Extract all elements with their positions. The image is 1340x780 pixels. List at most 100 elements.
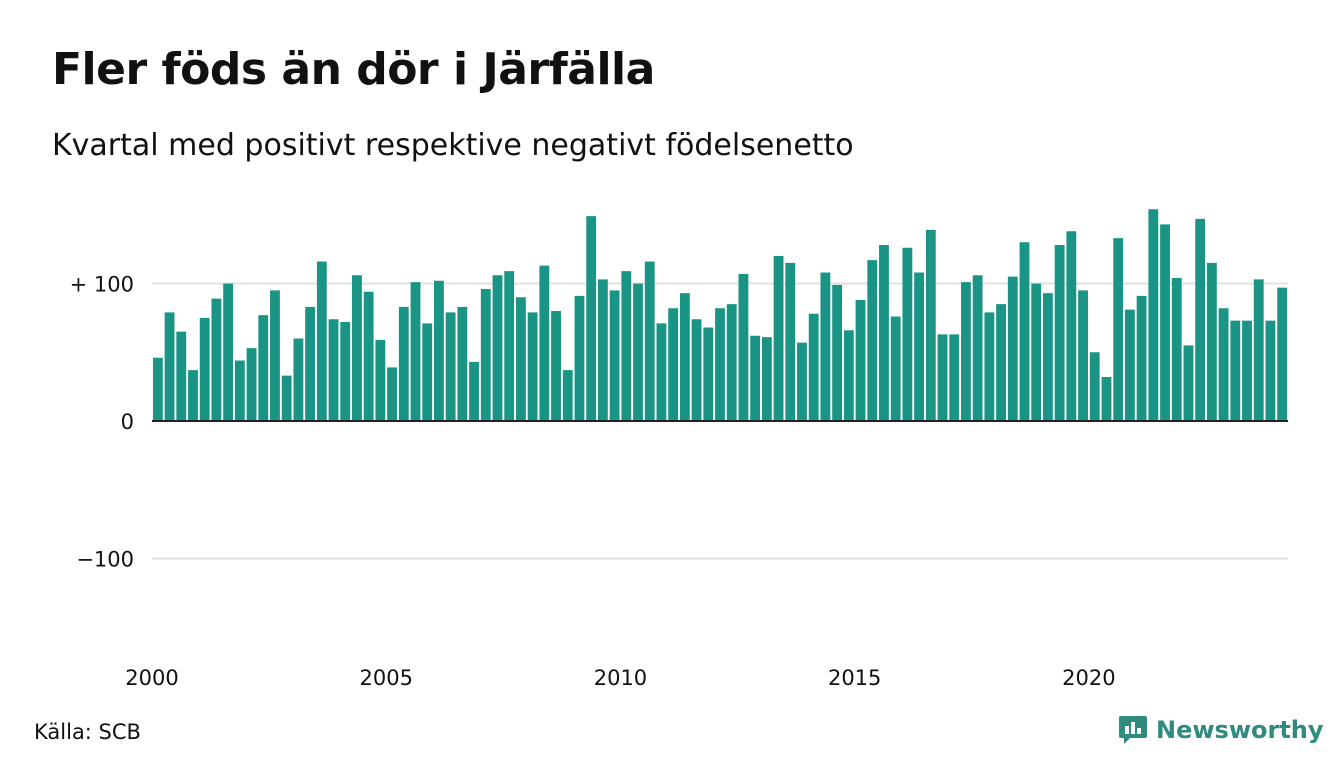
- bar: [410, 282, 421, 422]
- bar: [445, 312, 456, 422]
- bar: [574, 295, 585, 422]
- bar: [996, 304, 1006, 422]
- bar: [152, 357, 163, 421]
- bar: [527, 312, 538, 422]
- bar: [773, 256, 784, 421]
- axes: + 100 0 −100 2000 2005 2010 2015 2020: [70, 273, 1288, 690]
- bar: [1019, 242, 1030, 421]
- x-tick-label: 2015: [828, 666, 881, 690]
- bar: [633, 283, 643, 421]
- bar: [1253, 279, 1264, 422]
- bar: [504, 271, 515, 422]
- bar: [398, 306, 409, 422]
- bar: [1230, 320, 1241, 422]
- bar: [715, 308, 725, 421]
- bar: [1218, 308, 1229, 421]
- bar: [387, 367, 397, 422]
- brand-name: Newsworthy: [1156, 716, 1324, 744]
- bar: [726, 304, 737, 422]
- bar: [703, 327, 714, 421]
- bar: [1183, 345, 1194, 422]
- bar: [597, 279, 608, 422]
- bar: [1089, 352, 1100, 421]
- bar: [621, 271, 632, 422]
- bar: [656, 323, 667, 422]
- bar: [328, 319, 339, 421]
- bar: [188, 370, 198, 422]
- bar: [750, 335, 761, 421]
- bar: [679, 293, 690, 422]
- bar: [258, 315, 269, 422]
- bar: [1160, 224, 1170, 422]
- bar: [281, 375, 292, 422]
- bar: [340, 322, 351, 421]
- bar: [551, 311, 561, 421]
- bar: [492, 275, 503, 421]
- bar: [234, 360, 245, 421]
- chart-title: Fler föds än dör i Järfälla: [52, 44, 655, 95]
- bar: [1206, 262, 1217, 422]
- bar: [914, 272, 925, 421]
- bar-chart: + 100 0 −100 2000 2005 2010 2015 2020: [70, 209, 1288, 690]
- bar: [305, 306, 316, 422]
- gridlines: [152, 282, 1288, 560]
- bar: [434, 280, 444, 421]
- bar: [1031, 283, 1042, 421]
- bar: [1078, 290, 1088, 422]
- bar: [890, 316, 901, 421]
- bar: [375, 339, 386, 422]
- bar: [867, 260, 878, 422]
- bar: [925, 229, 936, 422]
- bar: [469, 361, 479, 422]
- newsworthy-icon: [1119, 716, 1147, 744]
- bar: [644, 261, 655, 421]
- newsworthy-logo[interactable]: Newsworthy: [1118, 714, 1324, 746]
- x-tick-label: 2005: [360, 666, 413, 690]
- bar: [820, 272, 831, 421]
- bar: [223, 283, 234, 421]
- x-tick-label: 2000: [125, 666, 178, 690]
- bar: [586, 216, 597, 422]
- bar: [1043, 293, 1053, 422]
- bar: [937, 334, 948, 422]
- bar: [246, 348, 257, 422]
- bar: [1124, 309, 1135, 422]
- bar: [1136, 295, 1147, 422]
- bar: [738, 273, 749, 422]
- bar: [164, 312, 175, 422]
- bar: [1171, 278, 1182, 421]
- bar: [515, 297, 526, 421]
- bar: [972, 275, 983, 421]
- bar: [1195, 218, 1206, 422]
- bar: [1148, 209, 1159, 421]
- source-label: Källa: SCB: [34, 720, 141, 744]
- chart-subtitle: Kvartal med positivt respektive negativt…: [52, 128, 854, 163]
- bar: [855, 300, 866, 421]
- bar: [539, 265, 550, 422]
- bar: [1101, 377, 1112, 421]
- bar: [1113, 238, 1124, 422]
- y-tick-label: −100: [76, 548, 134, 572]
- x-tick-label: 2010: [594, 666, 647, 690]
- bar: [1265, 320, 1276, 422]
- bar: [316, 261, 327, 421]
- bar: [808, 313, 819, 421]
- bar: [270, 290, 280, 422]
- bar: [691, 319, 702, 421]
- bar: [211, 298, 222, 422]
- y-tick-label: 0: [121, 410, 134, 434]
- bar: [984, 312, 995, 422]
- bar: [1242, 320, 1252, 422]
- bar: [843, 330, 854, 421]
- bar: [785, 262, 796, 422]
- bar: [352, 275, 362, 421]
- bar: [668, 308, 679, 421]
- bar: [363, 291, 374, 421]
- bar: [761, 337, 772, 422]
- bar: [1007, 276, 1018, 422]
- y-tick-label: + 100: [70, 273, 134, 297]
- bar: [832, 284, 843, 422]
- bar: [1054, 245, 1065, 421]
- bar: [961, 282, 971, 422]
- bar: [480, 289, 491, 421]
